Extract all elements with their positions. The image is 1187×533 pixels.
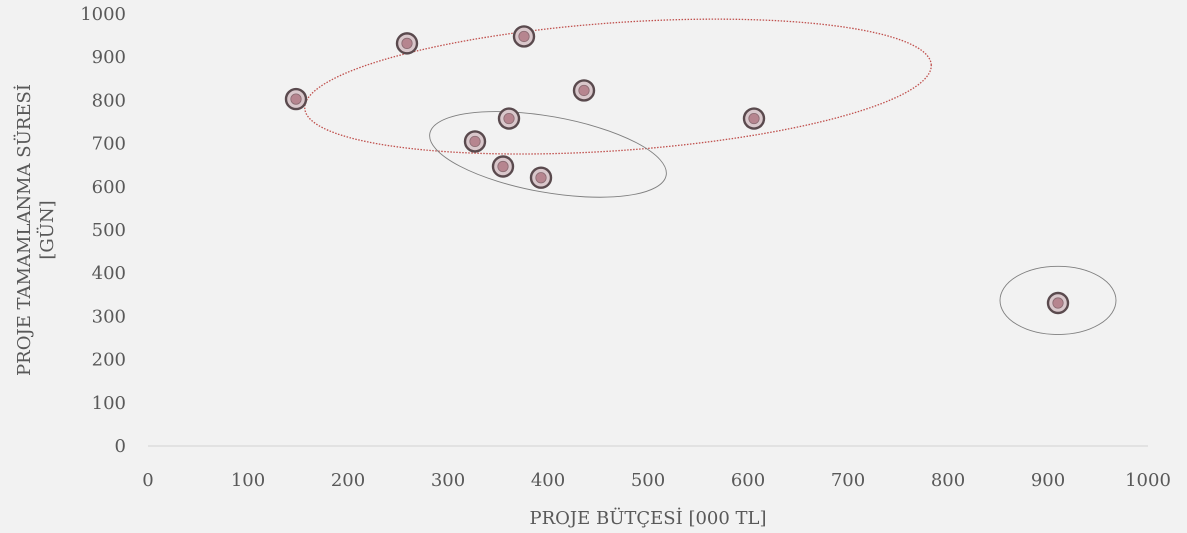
x-axis-title: PROJE BÜTÇESİ [000 TL] (529, 506, 766, 529)
x-tick-labels: 0 100 200 300 400 500 600 700 800 900 1000 (142, 470, 1171, 491)
x-tick-label: 300 (431, 470, 465, 491)
data-points (284, 25, 1070, 315)
x-tick-label: 600 (731, 470, 765, 491)
y-tick-label: 1000 (80, 4, 126, 25)
y-axis-title: PROJE TAMAMLANMA SÜRESİ [GÜN] (12, 84, 58, 376)
x-tick-label: 900 (1031, 470, 1065, 491)
data-point (463, 130, 487, 153)
y-tick-label: 300 (92, 306, 126, 327)
x-tick-label: 0 (142, 470, 153, 491)
data-point (1046, 291, 1070, 315)
group-ellipse (429, 111, 667, 198)
data-point (491, 155, 515, 178)
data-point (529, 166, 553, 189)
y-tick-label: 100 (92, 393, 126, 414)
x-tick-label: 500 (631, 470, 665, 491)
data-point (497, 107, 521, 130)
group-ellipse (304, 18, 932, 155)
x-tick-label: 700 (831, 470, 865, 491)
x-tick-label: 400 (531, 470, 565, 491)
data-point (512, 25, 536, 48)
data-point (742, 107, 766, 130)
y-tick-labels: 0 100 200 300 400 500 600 700 800 900 1000 (80, 4, 126, 457)
y-tick-label: 200 (92, 350, 126, 371)
y-axis-title-line-2: [GÜN] (35, 200, 58, 259)
x-tick-label: 200 (331, 470, 365, 491)
y-tick-label: 600 (92, 177, 126, 198)
x-tick-label: 100 (231, 470, 265, 491)
y-tick-label: 800 (92, 90, 126, 111)
data-point (572, 79, 596, 102)
x-tick-label: 800 (931, 470, 965, 491)
data-point (284, 87, 308, 111)
group-ellipses (304, 18, 1117, 335)
data-point (395, 32, 419, 55)
y-tick-label: 700 (92, 134, 126, 155)
group-ellipse (999, 265, 1117, 335)
y-tick-label: 0 (115, 436, 126, 457)
y-tick-label: 400 (92, 263, 126, 284)
x-tick-label: 1000 (1125, 470, 1171, 491)
y-axis-title-line-1: PROJE TAMAMLANMA SÜRESİ (12, 84, 35, 376)
y-tick-label: 500 (92, 220, 126, 241)
y-tick-label: 900 (92, 47, 126, 68)
